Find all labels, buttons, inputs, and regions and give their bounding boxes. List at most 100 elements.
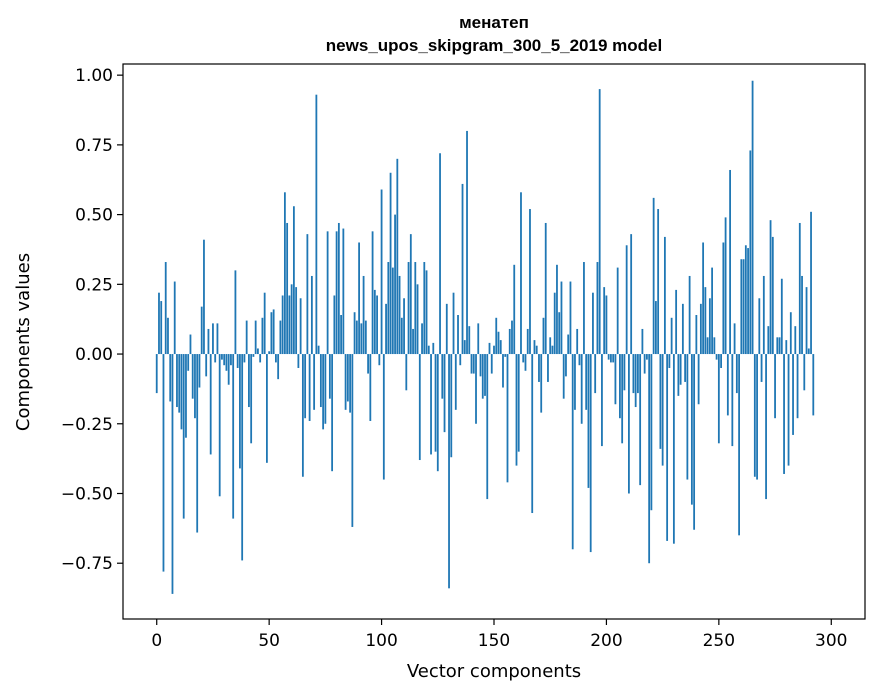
bar <box>792 354 794 435</box>
bar <box>344 354 347 410</box>
bar <box>418 354 421 461</box>
bar <box>571 354 574 550</box>
bar <box>203 239 205 355</box>
bar <box>695 315 698 355</box>
bar <box>515 354 518 466</box>
bar <box>439 153 441 355</box>
bar <box>708 298 711 355</box>
x-tick-label: 150 <box>478 631 510 651</box>
bar <box>290 284 293 355</box>
bar <box>214 354 217 363</box>
bar <box>634 354 637 408</box>
bar <box>605 295 608 355</box>
bar <box>702 242 705 355</box>
bar <box>266 354 268 463</box>
bar <box>349 354 351 413</box>
bar <box>740 259 743 355</box>
bar <box>720 354 722 368</box>
bar <box>760 354 763 382</box>
bar <box>751 80 754 355</box>
bar <box>722 242 725 355</box>
bar <box>279 320 282 355</box>
bar <box>726 354 729 416</box>
bar <box>688 275 691 355</box>
bar <box>798 222 801 355</box>
bar <box>610 354 612 363</box>
bar <box>580 354 583 424</box>
bar <box>796 354 799 419</box>
bar <box>423 262 426 355</box>
bar <box>637 354 639 394</box>
bar <box>616 267 619 355</box>
bar <box>313 354 316 410</box>
bar <box>632 354 635 394</box>
bar <box>765 354 767 500</box>
bar <box>212 323 214 355</box>
plot-frame <box>122 63 866 620</box>
bar <box>762 275 765 355</box>
bar <box>250 354 253 444</box>
bar <box>173 281 176 355</box>
x-tick-label: 50 <box>258 631 280 651</box>
bar <box>749 150 752 355</box>
bar <box>466 130 468 355</box>
y-tick-label: −0.75 <box>61 554 113 574</box>
bar <box>367 354 369 374</box>
bar <box>463 340 466 355</box>
bar <box>468 326 471 355</box>
y-tick-label: 0.25 <box>75 275 113 295</box>
bar <box>216 323 219 355</box>
bar <box>196 354 199 533</box>
bar <box>234 270 237 355</box>
y-tick-label: 0.75 <box>75 136 113 156</box>
bar <box>657 209 660 355</box>
bar <box>272 309 275 355</box>
bar <box>735 354 738 394</box>
bar <box>553 292 556 355</box>
bar <box>681 303 684 355</box>
bar <box>607 354 610 360</box>
bar <box>310 275 313 355</box>
bar <box>382 354 385 480</box>
bar <box>623 354 626 391</box>
bar <box>508 328 511 355</box>
bar <box>535 345 538 355</box>
bar <box>504 354 507 357</box>
bar <box>412 328 414 355</box>
bar <box>753 354 756 477</box>
bar <box>643 354 646 374</box>
bar <box>257 348 259 355</box>
bar <box>544 222 547 355</box>
bar <box>529 209 531 355</box>
bar <box>477 323 480 355</box>
bar <box>378 354 381 366</box>
bar <box>169 354 172 402</box>
bar <box>162 354 165 572</box>
bar <box>198 354 201 388</box>
bar <box>803 354 806 391</box>
bar <box>502 354 504 388</box>
bar <box>178 354 181 413</box>
bar <box>549 337 552 355</box>
bar <box>221 354 223 360</box>
bar <box>362 275 365 355</box>
bar <box>574 354 576 410</box>
bar <box>484 354 486 396</box>
bar <box>778 337 781 355</box>
bar <box>209 354 212 455</box>
bar <box>292 206 295 355</box>
bar <box>677 354 680 396</box>
bar <box>672 354 675 544</box>
y-axis-label: Components values <box>13 253 34 431</box>
bar <box>744 245 747 355</box>
bar <box>654 301 657 355</box>
bar <box>245 320 248 355</box>
bar <box>717 354 720 444</box>
bar <box>376 295 378 355</box>
bar <box>569 281 572 355</box>
bar <box>270 312 273 355</box>
bar <box>715 354 718 360</box>
bar <box>394 214 396 355</box>
bar <box>547 354 549 382</box>
bar <box>558 312 561 355</box>
